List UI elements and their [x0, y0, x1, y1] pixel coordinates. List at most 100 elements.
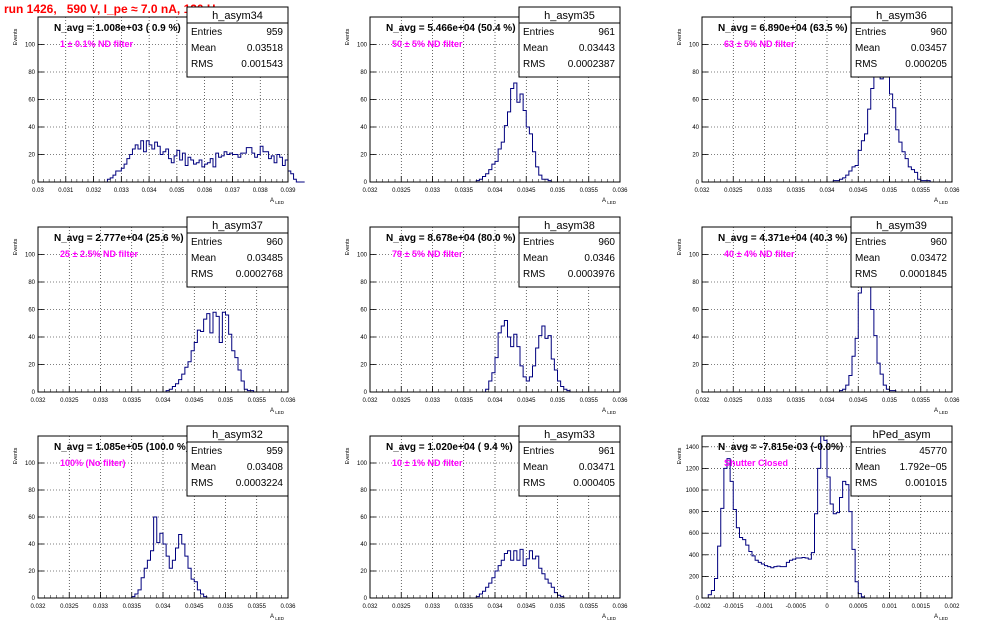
stats-key: RMS: [523, 478, 546, 489]
stats-key: Mean: [191, 462, 216, 473]
y-tick-label: 40: [28, 125, 35, 131]
stats-box: [518, 216, 621, 288]
stats-value: 0.0001845: [900, 269, 948, 280]
filter-label: 10 ± 1% ND filter: [392, 458, 463, 468]
x-tick-label: 0.031: [58, 188, 74, 194]
x-tick-label: 0.0335: [123, 398, 142, 404]
x-tick-label: 0.033: [114, 188, 130, 194]
stats-value: 45770: [919, 446, 947, 457]
y-tick-label: 0: [364, 390, 368, 396]
y-axis-label: Events: [345, 238, 351, 255]
histogram-name: h_asym36: [876, 10, 927, 22]
stats-box: [850, 216, 953, 288]
y-tick-label: 1400: [686, 445, 700, 451]
y-tick-label: 100: [25, 253, 36, 259]
x-axis-label: A LED: [602, 198, 617, 205]
x-tick-label: 0.034: [819, 188, 835, 194]
x-tick-label: 0.034: [487, 398, 503, 404]
stats-value: 1.792e−05: [899, 462, 947, 473]
navg-label: N_avg = 5.466e+04 (50.4 %): [386, 23, 516, 34]
y-tick-label: 40: [28, 335, 35, 341]
stats-key: Entries: [523, 446, 554, 457]
x-tick-label: 0.0325: [392, 188, 411, 194]
histogram-name: h_asym33: [544, 429, 595, 441]
stats-value: 0.03485: [247, 253, 284, 264]
stats-value: 0.03518: [247, 43, 284, 54]
x-tick-label: 0.001: [882, 604, 898, 610]
stats-key: Entries: [855, 27, 886, 38]
stats-value: 0.0002387: [568, 59, 616, 70]
stats-value: 0.0003224: [236, 478, 284, 489]
filter-label: 40 ± 4% ND filter: [724, 249, 795, 259]
x-tick-label: -0.002: [693, 604, 711, 610]
x-tick-label: -0.001: [756, 604, 774, 610]
x-tick-label: 0.0345: [849, 398, 868, 404]
x-tick-label: 0.039: [280, 188, 296, 194]
x-tick-label: 0.036: [197, 188, 213, 194]
histogram-panel-h_asym36: 0.032 0.0325 0.033 0.0335 0.034 0.0345 0.035 0.…: [677, 6, 960, 205]
stats-key: Mean: [855, 462, 880, 473]
y-axis-label: Events: [345, 447, 351, 464]
y-tick-label: 100: [357, 43, 368, 49]
stats-value: 0.000405: [573, 478, 615, 489]
histogram-panel-h_asym32: 0.032 0.0325 0.033 0.0335 0.034 0.0345 0.035 0.…: [13, 425, 296, 621]
y-tick-label: 20: [360, 569, 367, 575]
x-tick-label: 0.035: [550, 398, 566, 404]
stats-key: RMS: [191, 269, 214, 280]
y-tick-label: 40: [360, 335, 367, 341]
x-tick-label: 0.032: [362, 398, 378, 404]
stats-value: 960: [266, 237, 283, 248]
y-axis-label: Events: [13, 28, 19, 45]
y-tick-label: 0: [364, 180, 368, 186]
filter-label: 1 ± 0.1% ND filter: [60, 39, 133, 49]
y-tick-label: 20: [360, 363, 367, 369]
histogram-bars: [165, 311, 255, 392]
navg-label: N_avg = 6.890e+04 (63.5 %): [718, 23, 848, 34]
y-axis-label: Events: [13, 238, 19, 255]
x-tick-label: 0.038: [253, 188, 269, 194]
stats-value: 961: [598, 446, 615, 457]
stats-value: 0.000205: [905, 59, 947, 70]
x-axis-label: A LED: [934, 198, 949, 205]
x-tick-label: 0.032: [86, 188, 102, 194]
x-axis-label: A LED: [602, 408, 617, 415]
x-tick-label: 0.0325: [392, 604, 411, 610]
y-tick-label: 0: [696, 180, 700, 186]
x-tick-label: 0.036: [612, 604, 628, 610]
filter-label: Shutter Closed: [724, 458, 788, 468]
stats-value: 0.03457: [911, 43, 948, 54]
stats-box: [186, 216, 289, 288]
y-tick-label: 60: [28, 308, 35, 314]
stats-value: 0.03471: [579, 462, 616, 473]
x-tick-label: 0.036: [280, 398, 296, 404]
y-axis-label: Events: [13, 447, 19, 464]
y-axis-label: Events: [677, 28, 683, 45]
stats-value: 961: [598, 27, 615, 38]
x-tick-label: 0.0355: [580, 604, 599, 610]
stats-box: [518, 425, 621, 497]
stats-box: [850, 6, 953, 78]
y-tick-label: 40: [692, 335, 699, 341]
x-tick-label: 0.034: [155, 398, 171, 404]
x-tick-label: -0.0015: [723, 604, 744, 610]
y-tick-label: 80: [692, 70, 699, 76]
stats-box: [850, 425, 953, 497]
y-axis-label: Events: [677, 447, 683, 464]
histogram-name: h_asym38: [544, 220, 595, 232]
x-tick-label: 0.0345: [849, 188, 868, 194]
stats-key: Mean: [523, 43, 548, 54]
histogram-panel-h_asym37: 0.032 0.0325 0.033 0.0335 0.034 0.0345 0.035 0.…: [13, 216, 296, 415]
stats-value: 0.0002768: [236, 269, 284, 280]
x-tick-label: 0.032: [30, 398, 46, 404]
stats-key: Mean: [191, 43, 216, 54]
stats-value: 0.03472: [911, 253, 948, 264]
stats-value: 0.001015: [905, 478, 947, 489]
x-tick-label: 0.0015: [912, 604, 931, 610]
x-tick-label: 0.0345: [517, 604, 536, 610]
x-tick-label: 0.0355: [248, 398, 267, 404]
y-tick-label: 0: [32, 596, 36, 602]
x-tick-label: 0.0355: [912, 398, 931, 404]
stats-key: Entries: [191, 27, 222, 38]
y-tick-label: 1000: [686, 488, 700, 494]
